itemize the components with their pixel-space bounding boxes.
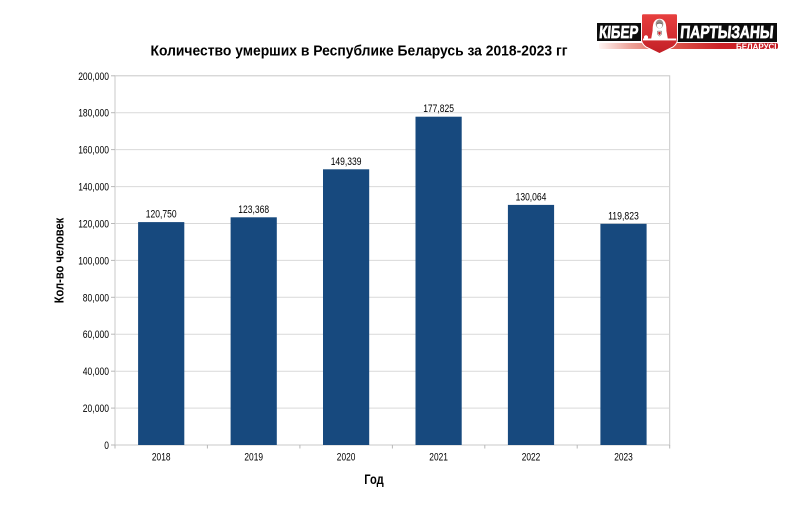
svg-text:Год: Год [364,472,384,487]
svg-text:Кол-во человек: Кол-во человек [52,217,67,303]
svg-text:2021: 2021 [429,452,448,464]
svg-text:140,000: 140,000 [78,182,109,194]
svg-text:40,000: 40,000 [83,366,109,378]
svg-text:2022: 2022 [522,452,541,464]
svg-text:2018: 2018 [152,452,171,464]
svg-text:130,064: 130,064 [516,191,547,203]
svg-text:100,000: 100,000 [78,255,109,267]
svg-text:2023: 2023 [614,452,633,464]
svg-text:Количество умерших в Республик: Количество умерших в Республике Беларусь… [151,42,568,59]
svg-text:123,368: 123,368 [238,204,269,216]
svg-text:119,823: 119,823 [608,210,639,222]
svg-text:120,000: 120,000 [78,219,109,231]
svg-text:160,000: 160,000 [78,145,109,157]
svg-text:60,000: 60,000 [83,329,109,341]
svg-text:БЕЛАРУСІ: БЕЛАРУСІ [736,42,777,52]
svg-text:120,750: 120,750 [146,209,177,221]
svg-text:80,000: 80,000 [83,292,109,304]
svg-text:0: 0 [104,440,109,452]
svg-text:149,339: 149,339 [331,156,362,168]
svg-text:2020: 2020 [337,452,356,464]
svg-text:177,825: 177,825 [423,103,454,115]
svg-text:2019: 2019 [244,452,263,464]
svg-text:180,000: 180,000 [78,108,109,120]
svg-text:20,000: 20,000 [83,403,109,415]
svg-text:200,000: 200,000 [78,71,109,83]
